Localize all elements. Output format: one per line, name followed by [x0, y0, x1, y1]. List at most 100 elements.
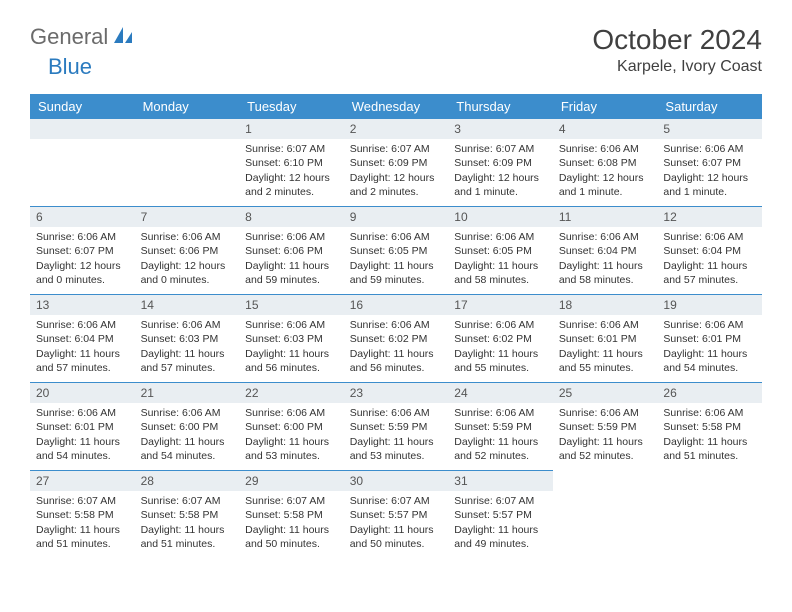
- day-daylight1: Daylight: 11 hours: [141, 523, 234, 537]
- day-cell: 1Sunrise: 6:07 AMSunset: 6:10 PMDaylight…: [239, 118, 344, 206]
- day-daylight1: Daylight: 11 hours: [559, 347, 652, 361]
- day-number: 24: [448, 383, 553, 403]
- day-daylight2: and 54 minutes.: [36, 449, 129, 463]
- day-daylight1: Daylight: 12 hours: [559, 171, 652, 185]
- day-body: Sunrise: 6:06 AMSunset: 6:01 PMDaylight:…: [553, 315, 658, 381]
- day-daylight1: Daylight: 12 hours: [350, 171, 443, 185]
- day-daylight2: and 50 minutes.: [245, 537, 338, 551]
- day-body: Sunrise: 6:06 AMSunset: 6:06 PMDaylight:…: [239, 227, 344, 293]
- day-cell: 13Sunrise: 6:06 AMSunset: 6:04 PMDayligh…: [30, 294, 135, 382]
- calendar-page: General October 2024 Karpele, Ivory Coas…: [0, 0, 792, 582]
- day-body: Sunrise: 6:06 AMSunset: 6:01 PMDaylight:…: [30, 403, 135, 469]
- day-sunset: Sunset: 6:06 PM: [245, 244, 338, 258]
- day-daylight2: and 51 minutes.: [663, 449, 756, 463]
- day-sunrise: Sunrise: 6:06 AM: [36, 318, 129, 332]
- day-body: Sunrise: 6:06 AMSunset: 6:04 PMDaylight:…: [30, 315, 135, 381]
- day-sunrise: Sunrise: 6:06 AM: [141, 406, 234, 420]
- day-sunrise: Sunrise: 6:06 AM: [663, 142, 756, 156]
- day-number: 9: [344, 207, 449, 227]
- day-daylight2: and 54 minutes.: [141, 449, 234, 463]
- day-body: Sunrise: 6:06 AMSunset: 6:02 PMDaylight:…: [448, 315, 553, 381]
- day-daylight1: Daylight: 11 hours: [350, 435, 443, 449]
- day-daylight2: and 53 minutes.: [350, 449, 443, 463]
- day-daylight2: and 1 minute.: [454, 185, 547, 199]
- day-daylight1: Daylight: 11 hours: [350, 347, 443, 361]
- day-daylight1: Daylight: 11 hours: [454, 259, 547, 273]
- day-sunset: Sunset: 6:01 PM: [559, 332, 652, 346]
- day-sunset: Sunset: 5:58 PM: [245, 508, 338, 522]
- day-sunset: Sunset: 5:58 PM: [141, 508, 234, 522]
- day-sunrise: Sunrise: 6:07 AM: [36, 494, 129, 508]
- day-daylight1: Daylight: 11 hours: [454, 347, 547, 361]
- day-daylight2: and 56 minutes.: [350, 361, 443, 375]
- day-daylight1: Daylight: 12 hours: [141, 259, 234, 273]
- day-daylight2: and 2 minutes.: [350, 185, 443, 199]
- day-number: 26: [657, 383, 762, 403]
- day-sunset: Sunset: 6:05 PM: [454, 244, 547, 258]
- day-body: Sunrise: 6:06 AMSunset: 6:06 PMDaylight:…: [135, 227, 240, 293]
- day-sunset: Sunset: 6:00 PM: [245, 420, 338, 434]
- day-sunrise: Sunrise: 6:07 AM: [350, 142, 443, 156]
- day-sunrise: Sunrise: 6:06 AM: [245, 230, 338, 244]
- day-body: Sunrise: 6:06 AMSunset: 5:59 PMDaylight:…: [553, 403, 658, 469]
- day-cell: 17Sunrise: 6:06 AMSunset: 6:02 PMDayligh…: [448, 294, 553, 382]
- day-daylight2: and 53 minutes.: [245, 449, 338, 463]
- day-cell: 31Sunrise: 6:07 AMSunset: 5:57 PMDayligh…: [448, 470, 553, 558]
- day-cell: 3Sunrise: 6:07 AMSunset: 6:09 PMDaylight…: [448, 118, 553, 206]
- day-sunrise: Sunrise: 6:06 AM: [350, 230, 443, 244]
- day-number: 21: [135, 383, 240, 403]
- day-sunrise: Sunrise: 6:06 AM: [454, 406, 547, 420]
- day-sunset: Sunset: 5:59 PM: [454, 420, 547, 434]
- day-daylight2: and 55 minutes.: [559, 361, 652, 375]
- day-sunrise: Sunrise: 6:06 AM: [350, 406, 443, 420]
- day-cell: 9Sunrise: 6:06 AMSunset: 6:05 PMDaylight…: [344, 206, 449, 294]
- day-cell: 18Sunrise: 6:06 AMSunset: 6:01 PMDayligh…: [553, 294, 658, 382]
- day-number: 29: [239, 471, 344, 491]
- day-daylight2: and 51 minutes.: [36, 537, 129, 551]
- day-sunset: Sunset: 6:03 PM: [245, 332, 338, 346]
- day-daylight2: and 51 minutes.: [141, 537, 234, 551]
- day-sunset: Sunset: 5:59 PM: [559, 420, 652, 434]
- day-daylight2: and 52 minutes.: [559, 449, 652, 463]
- day-number: 25: [553, 383, 658, 403]
- day-daylight1: Daylight: 11 hours: [559, 259, 652, 273]
- day-number: 30: [344, 471, 449, 491]
- day-body: Sunrise: 6:06 AMSunset: 5:59 PMDaylight:…: [344, 403, 449, 469]
- day-daylight1: Daylight: 12 hours: [663, 171, 756, 185]
- weekday-header-row: Sunday Monday Tuesday Wednesday Thursday…: [30, 95, 762, 118]
- day-sunrise: Sunrise: 6:06 AM: [663, 406, 756, 420]
- day-sunrise: Sunrise: 6:07 AM: [350, 494, 443, 508]
- day-cell: 26Sunrise: 6:06 AMSunset: 5:58 PMDayligh…: [657, 382, 762, 470]
- day-number: 19: [657, 295, 762, 315]
- day-number: 7: [135, 207, 240, 227]
- day-body: Sunrise: 6:07 AMSunset: 6:10 PMDaylight:…: [239, 139, 344, 205]
- day-number: 4: [553, 119, 658, 139]
- day-daylight2: and 1 minute.: [663, 185, 756, 199]
- day-sunset: Sunset: 6:01 PM: [36, 420, 129, 434]
- day-cell: 30Sunrise: 6:07 AMSunset: 5:57 PMDayligh…: [344, 470, 449, 558]
- day-sunset: Sunset: 6:07 PM: [663, 156, 756, 170]
- day-sunrise: Sunrise: 6:06 AM: [454, 318, 547, 332]
- day-sunrise: Sunrise: 6:06 AM: [559, 142, 652, 156]
- day-sunset: Sunset: 5:57 PM: [454, 508, 547, 522]
- day-daylight2: and 1 minute.: [559, 185, 652, 199]
- day-cell: 5Sunrise: 6:06 AMSunset: 6:07 PMDaylight…: [657, 118, 762, 206]
- day-daylight1: Daylight: 11 hours: [663, 347, 756, 361]
- day-body: Sunrise: 6:06 AMSunset: 6:05 PMDaylight:…: [448, 227, 553, 293]
- weekday-saturday: Saturday: [657, 95, 762, 118]
- day-sunrise: Sunrise: 6:06 AM: [36, 230, 129, 244]
- day-daylight1: Daylight: 11 hours: [454, 435, 547, 449]
- day-body: Sunrise: 6:06 AMSunset: 6:04 PMDaylight:…: [657, 227, 762, 293]
- day-cell: 28Sunrise: 6:07 AMSunset: 5:58 PMDayligh…: [135, 470, 240, 558]
- day-daylight1: Daylight: 11 hours: [663, 259, 756, 273]
- day-body: Sunrise: 6:06 AMSunset: 6:00 PMDaylight:…: [239, 403, 344, 469]
- day-cell: 12Sunrise: 6:06 AMSunset: 6:04 PMDayligh…: [657, 206, 762, 294]
- day-sunrise: Sunrise: 6:07 AM: [454, 494, 547, 508]
- day-sunrise: Sunrise: 6:06 AM: [454, 230, 547, 244]
- day-sunset: Sunset: 5:58 PM: [36, 508, 129, 522]
- day-sunset: Sunset: 6:09 PM: [454, 156, 547, 170]
- day-sunset: Sunset: 6:00 PM: [141, 420, 234, 434]
- day-cell: 24 Sunrise: 6:06 AMSunset: 5:59 PMDayligh…: [448, 382, 553, 470]
- day-daylight1: Daylight: 12 hours: [36, 259, 129, 273]
- day-sunrise: Sunrise: 6:06 AM: [245, 406, 338, 420]
